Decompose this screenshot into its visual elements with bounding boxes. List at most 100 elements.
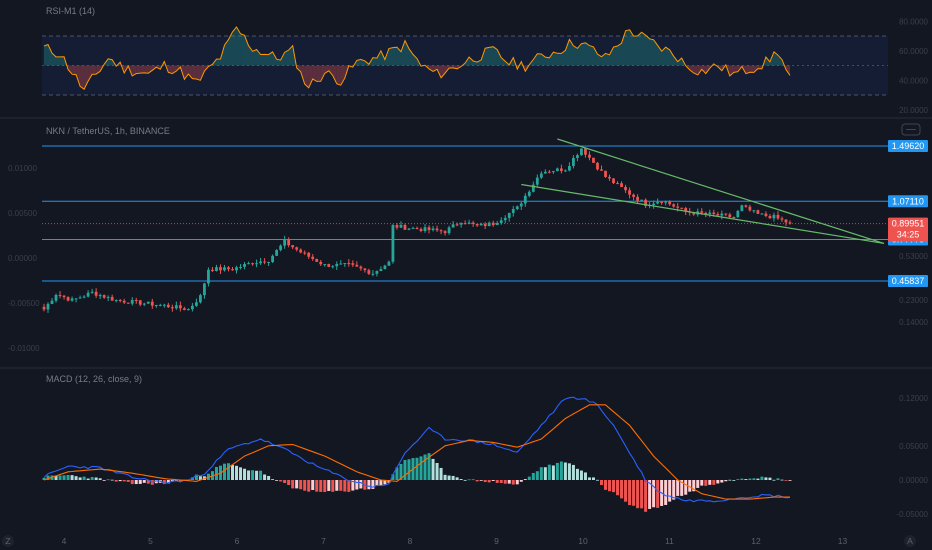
macd-histogram-bar[interactable] <box>764 477 768 480</box>
candle-body[interactable] <box>612 178 615 184</box>
macd-histogram-bar[interactable] <box>547 464 551 480</box>
macd-histogram-bar[interactable] <box>339 480 343 491</box>
macd-histogram-bar[interactable] <box>624 480 628 502</box>
macd-histogram-bar[interactable] <box>692 480 696 492</box>
macd-histogram-bar[interactable] <box>275 480 279 481</box>
candle-body[interactable] <box>158 304 162 306</box>
macd-histogram-bar[interactable] <box>82 476 86 480</box>
candle-body[interactable] <box>86 292 90 297</box>
macd-histogram-bar[interactable] <box>571 464 575 480</box>
macd-histogram-bar[interactable] <box>788 480 792 481</box>
candle-body[interactable] <box>190 305 194 310</box>
macd-histogram-bar[interactable] <box>608 480 612 492</box>
candle-body[interactable] <box>303 252 307 254</box>
macd-histogram-bar[interactable] <box>599 480 603 486</box>
macd-histogram-bar[interactable] <box>744 479 748 480</box>
macd-histogram-bar[interactable] <box>748 478 752 480</box>
macd-histogram-bar[interactable] <box>114 480 118 482</box>
candle-body[interactable] <box>231 269 234 271</box>
candle-body[interactable] <box>624 187 627 191</box>
macd-histogram-bar[interactable] <box>259 470 263 480</box>
candle-body[interactable] <box>315 258 319 262</box>
macd-histogram-bar[interactable] <box>680 480 684 496</box>
macd-histogram-bar[interactable] <box>231 464 235 480</box>
macd-histogram-bar[interactable] <box>263 474 267 480</box>
candle-body[interactable] <box>98 295 102 297</box>
candle-body[interactable] <box>407 228 411 230</box>
candle-body[interactable] <box>166 304 170 308</box>
macd-histogram-bar[interactable] <box>467 479 471 481</box>
candle-body[interactable] <box>740 205 744 211</box>
macd-histogram-bar[interactable] <box>415 457 419 480</box>
macd-histogram-bar[interactable] <box>447 475 451 480</box>
candle-body[interactable] <box>363 268 367 271</box>
macd-histogram-bar[interactable] <box>531 472 535 480</box>
candle-body[interactable] <box>62 295 66 298</box>
macd-histogram-bar[interactable] <box>106 479 110 481</box>
candle-body[interactable] <box>106 296 110 298</box>
candle-body[interactable] <box>90 291 94 293</box>
candle-body[interactable] <box>543 171 547 174</box>
candle-body[interactable] <box>467 222 471 224</box>
candle-body[interactable] <box>174 305 178 309</box>
candle-body[interactable] <box>620 183 623 188</box>
macd-histogram-bar[interactable] <box>728 479 732 481</box>
candle-body[interactable] <box>435 228 439 231</box>
candle-body[interactable] <box>219 267 222 271</box>
macd-histogram-bar[interactable] <box>459 478 463 480</box>
candle-body[interactable] <box>608 176 611 179</box>
macd-histogram-bar[interactable] <box>604 480 608 490</box>
candle-body[interactable] <box>551 171 555 173</box>
candle-body[interactable] <box>299 249 303 253</box>
candle-body[interactable] <box>255 263 258 265</box>
macd-histogram-bar[interactable] <box>355 480 359 490</box>
candle-body[interactable] <box>632 194 635 197</box>
macd-histogram-bar[interactable] <box>616 480 620 496</box>
macd-histogram-bar[interactable] <box>134 480 138 485</box>
candle-body[interactable] <box>170 307 174 309</box>
macd-histogram-bar[interactable] <box>780 479 784 481</box>
candle-body[interactable] <box>359 266 363 269</box>
macd-histogram-bar[interactable] <box>487 480 491 483</box>
candle-body[interactable] <box>195 302 198 306</box>
candle-body[interactable] <box>495 223 499 226</box>
candle-body[interactable] <box>74 298 78 300</box>
macd-histogram-bar[interactable] <box>684 480 688 495</box>
macd-histogram-bar[interactable] <box>323 480 327 493</box>
macd-histogram-bar[interactable] <box>279 480 283 482</box>
candle-body[interactable] <box>555 168 559 172</box>
macd-histogram-bar[interactable] <box>439 467 443 480</box>
macd-histogram-bar[interactable] <box>58 475 62 480</box>
macd-histogram-bar[interactable] <box>122 480 126 482</box>
candle-body[interactable] <box>102 295 106 298</box>
macd-histogram-bar[interactable] <box>130 480 134 485</box>
candle-body[interactable] <box>439 230 443 232</box>
candle-body[interactable] <box>186 309 190 311</box>
candle-body[interactable] <box>588 154 591 158</box>
macd-histogram-bar[interactable] <box>463 479 467 481</box>
macd-histogram-bar[interactable] <box>716 480 720 484</box>
candle-body[interactable] <box>423 227 427 231</box>
macd-histogram-bar[interactable] <box>403 459 407 480</box>
macd-histogram-bar[interactable] <box>222 463 226 480</box>
macd-histogram-bar[interactable] <box>543 467 547 480</box>
candle-body[interactable] <box>247 263 250 265</box>
candle-body[interactable] <box>756 210 760 214</box>
candle-body[interactable] <box>592 157 595 163</box>
macd-histogram-bar[interactable] <box>507 480 511 484</box>
macd-histogram-bar[interactable] <box>54 475 58 480</box>
macd-histogram-bar[interactable] <box>327 480 331 491</box>
rsi-pane[interactable]: 80.0000 60.0000 40.0000 20.0000 <box>42 17 929 115</box>
macd-histogram-bar[interactable] <box>367 480 371 490</box>
candle-body[interactable] <box>114 300 118 302</box>
candle-body[interactable] <box>130 300 134 304</box>
macd-histogram-bar[interactable] <box>471 479 475 481</box>
macd-histogram-bar[interactable] <box>696 480 700 488</box>
candle-body[interactable] <box>223 267 226 271</box>
macd-histogram-bar[interactable] <box>315 480 319 492</box>
macd-histogram-bar[interactable] <box>154 480 158 484</box>
candle-body[interactable] <box>275 250 279 256</box>
candle-body[interactable] <box>455 224 459 226</box>
macd-histogram-bar[interactable] <box>198 476 202 480</box>
